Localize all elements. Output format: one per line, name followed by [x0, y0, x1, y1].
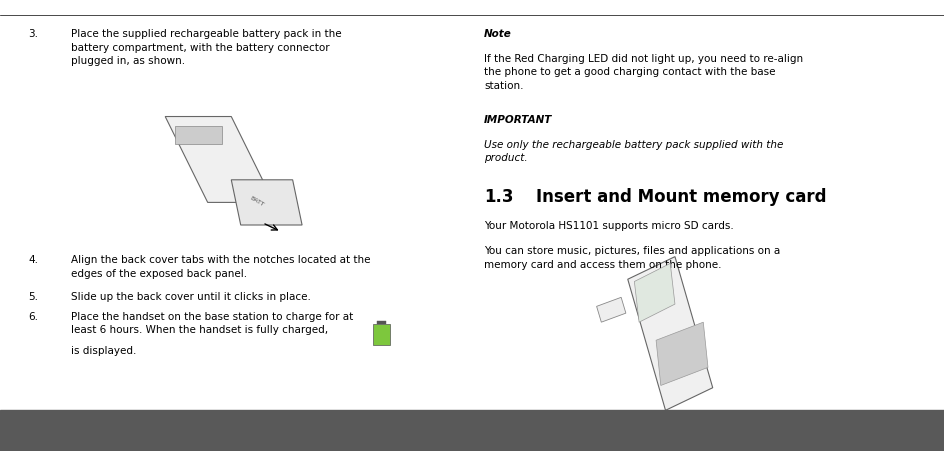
Text: Slide up the back cover until it clicks in place.: Slide up the back cover until it clicks … — [71, 291, 311, 301]
Text: Place the handset on the base station to charge for at
least 6 hours. When the h: Place the handset on the base station to… — [71, 311, 353, 334]
Text: BATT: BATT — [249, 195, 264, 207]
Text: You can store music, pictures, files and applications on a
memory card and acces: You can store music, pictures, files and… — [484, 246, 781, 269]
Bar — [377, 321, 386, 325]
Text: 4.: 4. — [28, 255, 39, 265]
Text: 6.: 6. — [28, 311, 39, 321]
Polygon shape — [175, 126, 222, 144]
Text: 1.3: 1.3 — [484, 187, 514, 205]
Text: 5.: 5. — [28, 291, 39, 301]
Polygon shape — [634, 264, 675, 322]
Polygon shape — [231, 180, 302, 226]
Polygon shape — [165, 117, 274, 203]
Text: is displayed.: is displayed. — [71, 345, 136, 355]
Bar — [373, 325, 390, 345]
Polygon shape — [628, 257, 713, 410]
Bar — [0, 410, 944, 451]
Text: 3.: 3. — [28, 29, 39, 39]
Text: If the Red Charging LED did not light up, you need to re-align
the phone to get : If the Red Charging LED did not light up… — [484, 54, 803, 91]
Text: IMPORTANT: IMPORTANT — [484, 115, 552, 125]
Text: Note: Note — [484, 29, 512, 39]
Text: Align the back cover tabs with the notches located at the
edges of the exposed b: Align the back cover tabs with the notch… — [71, 255, 370, 278]
Text: Your Motorola HS1101 supports micro SD cards.: Your Motorola HS1101 supports micro SD c… — [484, 221, 734, 231]
Text: Insert and Mount memory card: Insert and Mount memory card — [536, 187, 827, 205]
Polygon shape — [656, 322, 708, 386]
Text: Place the supplied rechargeable battery pack in the
battery compartment, with th: Place the supplied rechargeable battery … — [71, 29, 342, 66]
Text: Getting started: Getting started — [28, 426, 103, 436]
Text: Use only the rechargeable battery pack supplied with the
product.: Use only the rechargeable battery pack s… — [484, 140, 784, 163]
Polygon shape — [597, 298, 626, 322]
Text: 15: 15 — [903, 426, 916, 436]
